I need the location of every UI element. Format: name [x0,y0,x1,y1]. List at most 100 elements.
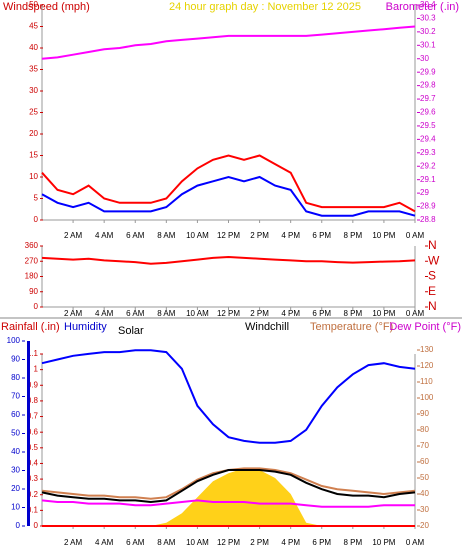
y2-tick-label: 30 [420,505,429,514]
y2-tick-label: 120 [420,361,434,370]
y2-tick-label: 40 [420,489,429,498]
windchill-label: Windchill [245,321,289,333]
x-tick-label: 10 PM [372,538,395,547]
x-tick-label: 8 AM [157,538,176,547]
temperature-label: Temperature (°F) [310,321,393,333]
y-tick-label: 180 [25,272,39,281]
y2-tick-label: 28.8 [420,215,436,224]
y2-tick-label: 29.1 [420,175,436,184]
y-tick-label: 30 [29,86,38,95]
x-tick-label: 2 AM [64,538,83,547]
y-tick-label: 0 [34,215,39,224]
x-tick-label: 12 PM [217,538,240,547]
y3-tick-label: 0 [16,521,21,530]
y2-tick-label: 29.7 [420,94,436,103]
x-tick-label: 8 PM [343,309,362,318]
y-tick-label: 1.1 [27,349,39,358]
chart-title: 24 hour graph day : November 12 2025 [169,1,361,13]
series-line [41,469,416,504]
y2-tick-label: N [428,299,437,313]
y-tick-label: 0.9 [27,380,39,389]
x-tick-label: 2 AM [64,309,83,318]
series-line [41,175,416,217]
y3-tick-label: 30 [11,466,20,475]
x-tick-label: 6 AM [126,538,145,547]
y-tick-label: 20 [29,129,38,138]
y2-tick-label: 90 [420,409,429,418]
y3-tick-label: 90 [11,355,20,364]
series-line [41,154,416,213]
x-tick-label: 4 PM [281,309,300,318]
y2-tick-label: 110 [420,377,433,386]
y2-tick-label: 60 [420,457,429,466]
y2-tick-label: 29.6 [420,108,436,117]
y2-tick-label: 30.4 [420,0,436,9]
x-tick-label: 10 AM [186,309,209,318]
y-tick-label: 90 [29,287,38,296]
y2-tick-label: 100 [420,393,434,402]
y3-tick-label: 20 [11,484,20,493]
y-tick-label: 0 [34,302,39,311]
humidity-label: Humidity [64,321,107,333]
y2-tick-label: 50 [420,473,429,482]
y-tick-label: 10 [29,172,38,181]
x-tick-label: 2 PM [250,538,269,547]
x-tick-label: 8 PM [343,538,362,547]
y2-tick-label: N [428,238,437,252]
y-tick-label: 35 [29,65,38,74]
y-tick-label: 0.5 [27,443,39,452]
y3-tick-label: 100 [7,336,21,345]
y2-tick-label: 80 [420,425,429,434]
y-tick-label: 25 [29,108,38,117]
barometer-label: Barometer (.in) [386,1,459,13]
y-tick-label: 0.7 [27,412,39,421]
y2-tick-label: 29.2 [420,161,436,170]
x-tick-label: 0 AM [406,309,425,318]
y2-tick-label: 29.5 [420,121,436,130]
y-tick-label: 270 [25,256,39,265]
y-tick-label: 0.1 [27,505,39,514]
y2-tick-label: 70 [420,441,429,450]
x-tick-label: 4 PM [281,538,300,547]
x-tick-label: 0 AM [406,538,425,547]
y-tick-label: 0 [34,521,39,530]
x-tick-label: 10 AM [186,231,209,240]
y2-tick-label: 29.4 [420,134,436,143]
x-tick-label: 2 AM [64,231,83,240]
series-line [41,255,416,265]
x-tick-label: 4 AM [95,309,114,318]
x-tick-label: 12 PM [217,231,240,240]
y-tick-label: 0.2 [27,490,39,499]
y-tick-label: 5 [34,194,39,203]
x-tick-label: 4 PM [281,231,300,240]
y2-tick-label: 20 [420,521,429,530]
y2-tick-label: W [428,253,440,267]
y-tick-label: 0.3 [27,474,39,483]
x-tick-label: 6 PM [312,231,331,240]
y2-tick-label: 30.1 [420,40,436,49]
y-tick-label: 0.6 [27,427,39,436]
x-tick-label: 6 PM [312,538,331,547]
y3-tick-label: 40 [11,447,20,456]
y-tick-label: 0.4 [27,459,39,468]
y3-tick-label: 60 [11,410,20,419]
solar-area [42,468,415,526]
x-tick-label: 6 AM [126,231,145,240]
y3-tick-label: 80 [11,373,20,382]
y2-tick-label: E [428,284,436,298]
x-tick-label: 6 AM [126,309,145,318]
x-tick-label: 6 PM [312,309,331,318]
y2-tick-label: S [428,269,436,283]
x-tick-label: 12 PM [217,309,240,318]
y2-tick-label: 30 [420,54,429,63]
x-tick-label: 10 PM [372,231,395,240]
x-tick-label: 8 AM [157,309,176,318]
x-tick-label: 4 AM [95,538,114,547]
rainfall-label: Rainfall (.in) [1,321,60,333]
x-tick-label: 8 PM [343,231,362,240]
y-tick-label: 360 [25,241,39,250]
y-tick-label: 1 [34,365,39,374]
solar-label: Solar [118,325,144,337]
y2-tick-label: 29.3 [420,148,436,157]
